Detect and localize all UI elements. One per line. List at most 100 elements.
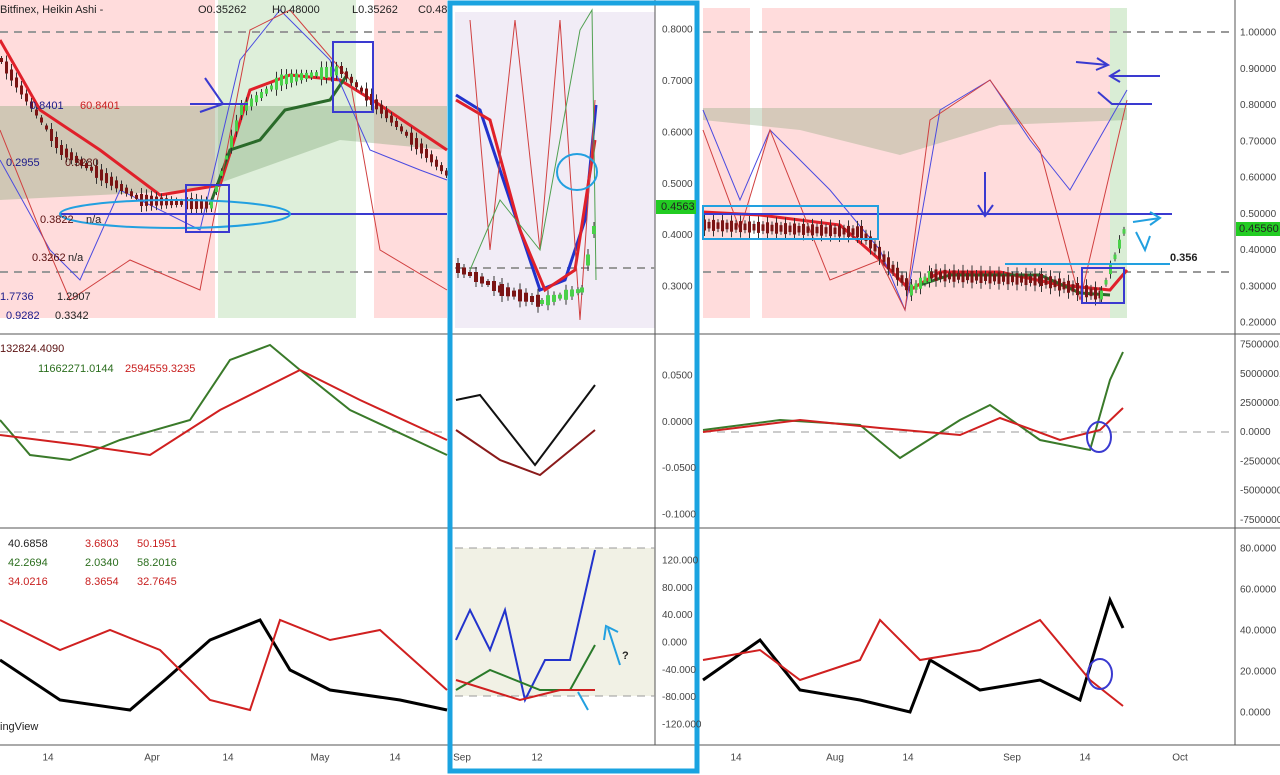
candle [512, 290, 516, 297]
candle [864, 233, 868, 241]
candle [190, 198, 193, 210]
candle [546, 295, 550, 306]
candle [1002, 274, 1005, 282]
candle [75, 155, 78, 163]
candle [860, 226, 863, 238]
candle [474, 272, 478, 282]
candle [540, 300, 544, 304]
candle [340, 66, 343, 74]
candle [730, 220, 733, 232]
candle [1033, 273, 1037, 286]
candle [295, 73, 298, 82]
candle [806, 226, 810, 233]
candle [757, 221, 760, 233]
study-value: 1.7736 [0, 291, 34, 303]
dmi-value: 32.7645 [137, 576, 177, 588]
axis-label: 0.60000 [1240, 173, 1277, 184]
candle [820, 224, 823, 236]
axis-label: 0.0500 [662, 371, 693, 382]
candle [215, 186, 218, 193]
candle [743, 223, 747, 231]
x-axis-label: 12 [531, 753, 543, 764]
candle [120, 184, 123, 191]
x-axis-label: 14 [730, 753, 742, 764]
candle [486, 281, 490, 285]
study-value: 0.3342 [55, 310, 89, 322]
candle [703, 219, 706, 231]
candle [1089, 288, 1093, 297]
candle [385, 110, 388, 119]
volume-value: 2594559.3235 [125, 363, 195, 375]
candle [375, 99, 378, 110]
axis-label: -120.000 [662, 719, 702, 730]
candle [1020, 275, 1023, 283]
candle [882, 254, 886, 262]
candle [1085, 285, 1088, 298]
candle [445, 170, 448, 176]
x-axis-label: 14 [389, 753, 401, 764]
axis-label: 40.000 [662, 610, 693, 621]
axis-label: 0.40000 [1240, 245, 1277, 256]
candle [492, 281, 496, 291]
x-axis-label: Sep [453, 753, 471, 764]
band-lines [0, 8, 1128, 321]
candle [793, 223, 796, 235]
x-axis-label: Aug [826, 753, 844, 764]
axis-label: -0.1000 [662, 510, 696, 521]
candle [752, 223, 756, 231]
candle [180, 200, 183, 205]
axis-label: -80.000 [662, 692, 696, 703]
candle [210, 201, 213, 209]
candle [335, 66, 338, 76]
candle [410, 132, 413, 145]
axis-label: 0.30000 [1240, 281, 1277, 292]
candle [130, 191, 133, 197]
candle [716, 222, 720, 229]
candle [1053, 279, 1057, 288]
x-axis-label: Oct [1172, 753, 1188, 764]
axis-label: 5000000.0000 [1240, 369, 1280, 380]
candle [838, 225, 841, 237]
candle [285, 74, 288, 85]
candle [65, 148, 68, 158]
candle [748, 221, 751, 233]
candle [1100, 290, 1103, 300]
candle [788, 225, 792, 233]
candle [878, 246, 881, 259]
bear-zone [374, 0, 447, 318]
candle [40, 117, 43, 123]
candle [440, 165, 443, 172]
drawings [59, 0, 1172, 774]
axis-label: -40.000 [662, 665, 696, 676]
axis-label: 0.70000 [1240, 136, 1277, 147]
candle [1024, 273, 1028, 286]
candle [60, 145, 63, 155]
candle [100, 169, 103, 181]
candle [586, 254, 590, 266]
axis-label: 0.3000 [662, 282, 693, 293]
candle [1109, 265, 1112, 275]
candle [90, 166, 93, 171]
annotation: ? [622, 650, 629, 662]
candle [988, 271, 992, 284]
candle [910, 284, 913, 296]
candle [887, 257, 890, 270]
study-value: 1.2907 [57, 291, 91, 303]
candle [330, 66, 333, 77]
candle [55, 137, 58, 148]
study-value: 0.3280 [65, 157, 99, 169]
candle [961, 270, 965, 283]
candle [220, 170, 223, 176]
price-badge: 0.4563 [661, 201, 695, 213]
candle [250, 98, 253, 107]
x-axis-label: May [311, 753, 330, 764]
candle [370, 93, 373, 105]
candle [85, 163, 88, 169]
dmi-value: 8.3654 [85, 576, 119, 588]
candle [975, 273, 978, 281]
candle [934, 269, 938, 281]
candle [552, 294, 556, 302]
candle [80, 159, 83, 166]
dmi-value: 40.6858 [8, 538, 48, 550]
dmi-value: 50.1951 [137, 538, 177, 550]
